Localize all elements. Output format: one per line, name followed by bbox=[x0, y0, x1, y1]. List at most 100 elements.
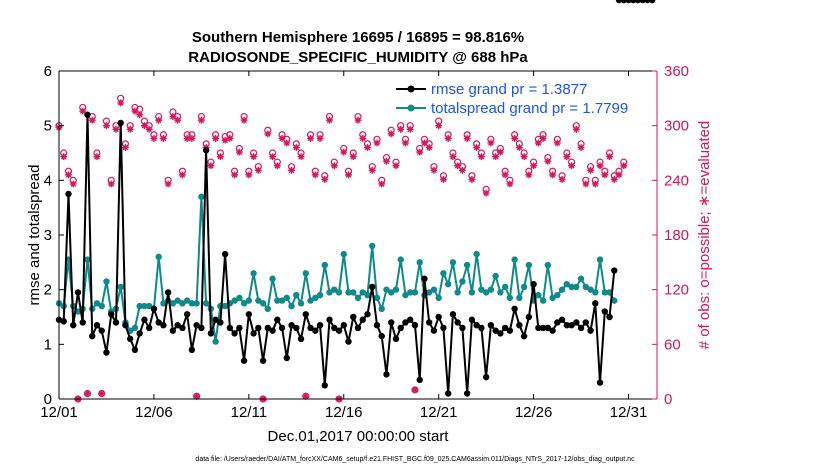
y-tick-label-right: 240 bbox=[664, 172, 689, 189]
rmse-point bbox=[411, 322, 419, 329]
rmse-point bbox=[255, 324, 262, 332]
totalspread-point bbox=[587, 286, 594, 293]
totalspread-point bbox=[383, 286, 390, 293]
evaluated-obs-marker bbox=[169, 113, 177, 120]
evaluated-obs-marker bbox=[216, 153, 224, 161]
totalspread-point bbox=[544, 261, 552, 269]
x-tick-label: 12/01 bbox=[40, 404, 78, 421]
evaluated-obs-marker bbox=[473, 144, 481, 151]
totalspread-point bbox=[416, 259, 423, 266]
evaluated-obs-marker bbox=[93, 153, 101, 161]
y-tick-label-right: 0 bbox=[664, 391, 672, 408]
rmse-point bbox=[136, 330, 143, 337]
rmse-point bbox=[601, 308, 608, 315]
totalspread-point bbox=[402, 291, 409, 299]
evaluated-obs-marker bbox=[364, 144, 371, 151]
rmse-point bbox=[487, 322, 495, 329]
evaluated-obs-marker bbox=[141, 122, 148, 130]
plot-area bbox=[55, 0, 657, 403]
rmse-point bbox=[183, 311, 191, 318]
totalspread-point bbox=[350, 289, 357, 296]
evaluated-obs-marker bbox=[155, 116, 163, 124]
rmse-point bbox=[321, 382, 328, 389]
rmse-point bbox=[634, 0, 642, 4]
evaluated-obs-marker bbox=[103, 122, 110, 130]
y-tick-label-right: 180 bbox=[664, 227, 689, 244]
rmse-point bbox=[226, 324, 234, 332]
totalspread-point bbox=[340, 250, 347, 258]
rmse-point bbox=[274, 316, 281, 323]
rmse-point bbox=[582, 319, 590, 326]
evaluated-obs-marker bbox=[402, 139, 409, 147]
rmse-point bbox=[264, 324, 272, 332]
rmse-point bbox=[644, 0, 651, 4]
rmse-point bbox=[421, 275, 428, 282]
rmse-point bbox=[449, 311, 457, 318]
totalspread-point bbox=[425, 289, 433, 296]
rmse-point bbox=[307, 324, 314, 332]
evaluated-obs-marker bbox=[193, 392, 201, 400]
rmse-point bbox=[606, 313, 613, 321]
rmse-point bbox=[108, 311, 115, 318]
x-tick-label: 12/26 bbox=[515, 404, 553, 421]
rmse-point bbox=[65, 190, 72, 198]
rmse-point bbox=[212, 316, 219, 323]
evaluated-obs-marker bbox=[349, 153, 357, 161]
totalspread-point bbox=[516, 294, 523, 302]
totalspread-point bbox=[193, 300, 200, 307]
evaluated-obs-marker bbox=[444, 135, 452, 142]
totalspread-point bbox=[250, 270, 257, 277]
rmse-point bbox=[188, 346, 196, 353]
rmse-point bbox=[482, 373, 490, 381]
rmse-point bbox=[501, 324, 509, 332]
evaluated-obs-marker bbox=[269, 153, 276, 161]
evaluated-obs-marker bbox=[397, 125, 405, 133]
rmse-point bbox=[530, 281, 537, 288]
rmse-point bbox=[112, 319, 120, 326]
totalspread-point bbox=[93, 300, 101, 307]
evaluated-obs-marker bbox=[278, 135, 286, 142]
totalspread-point bbox=[354, 294, 362, 302]
rmse-point bbox=[639, 0, 646, 4]
totalspread-point bbox=[236, 294, 243, 302]
totalspread-point bbox=[141, 302, 148, 310]
totalspread-point bbox=[511, 256, 518, 263]
totalspread-point bbox=[103, 278, 110, 285]
rmse-point bbox=[283, 354, 291, 362]
rmse-point bbox=[302, 311, 309, 318]
totalspread-point bbox=[444, 281, 452, 288]
evaluated-obs-marker bbox=[340, 148, 348, 156]
y-axis-label-right: # of obs: o=possible; ∗=evaluated bbox=[696, 121, 713, 350]
totalspread-point bbox=[331, 286, 338, 293]
evaluated-obs-marker bbox=[164, 180, 172, 188]
evaluated-obs-marker bbox=[221, 136, 229, 144]
evaluated-obs-marker bbox=[136, 111, 144, 119]
evaluated-obs-marker bbox=[84, 390, 91, 397]
evaluated-obs-marker bbox=[330, 162, 338, 170]
x-tick-label: 12/21 bbox=[420, 404, 458, 421]
y-tick-label-left: 2 bbox=[44, 282, 52, 299]
totalspread-point bbox=[535, 291, 542, 299]
rmse-point bbox=[103, 349, 110, 356]
chart-title-line1: Southern Hemisphere 16695 / 16895 = 98.8… bbox=[192, 29, 524, 46]
totalspread-point bbox=[407, 289, 414, 296]
totalspread-point bbox=[539, 297, 547, 304]
totalspread-point bbox=[563, 281, 571, 288]
rmse-point bbox=[174, 322, 181, 329]
evaluated-obs-marker bbox=[264, 130, 272, 138]
rmse-point bbox=[388, 319, 395, 326]
evaluated-obs-marker bbox=[387, 130, 395, 138]
totalspread-point bbox=[506, 294, 514, 302]
evaluated-obs-marker bbox=[316, 135, 324, 142]
rmse-point bbox=[150, 305, 158, 312]
evaluated-obs-marker bbox=[506, 180, 514, 188]
evaluated-obs-marker bbox=[440, 176, 447, 183]
totalspread-point bbox=[183, 297, 191, 304]
evaluated-obs-marker bbox=[345, 171, 352, 179]
rmse-point bbox=[316, 322, 324, 329]
rmse-point bbox=[544, 324, 552, 332]
evaluated-obs-marker bbox=[601, 171, 609, 179]
footer-datafile: data file: /Users/raeder/DAI/ATM_forcXX/… bbox=[195, 456, 635, 463]
rmse-point bbox=[98, 327, 105, 334]
totalspread-point bbox=[592, 289, 599, 296]
